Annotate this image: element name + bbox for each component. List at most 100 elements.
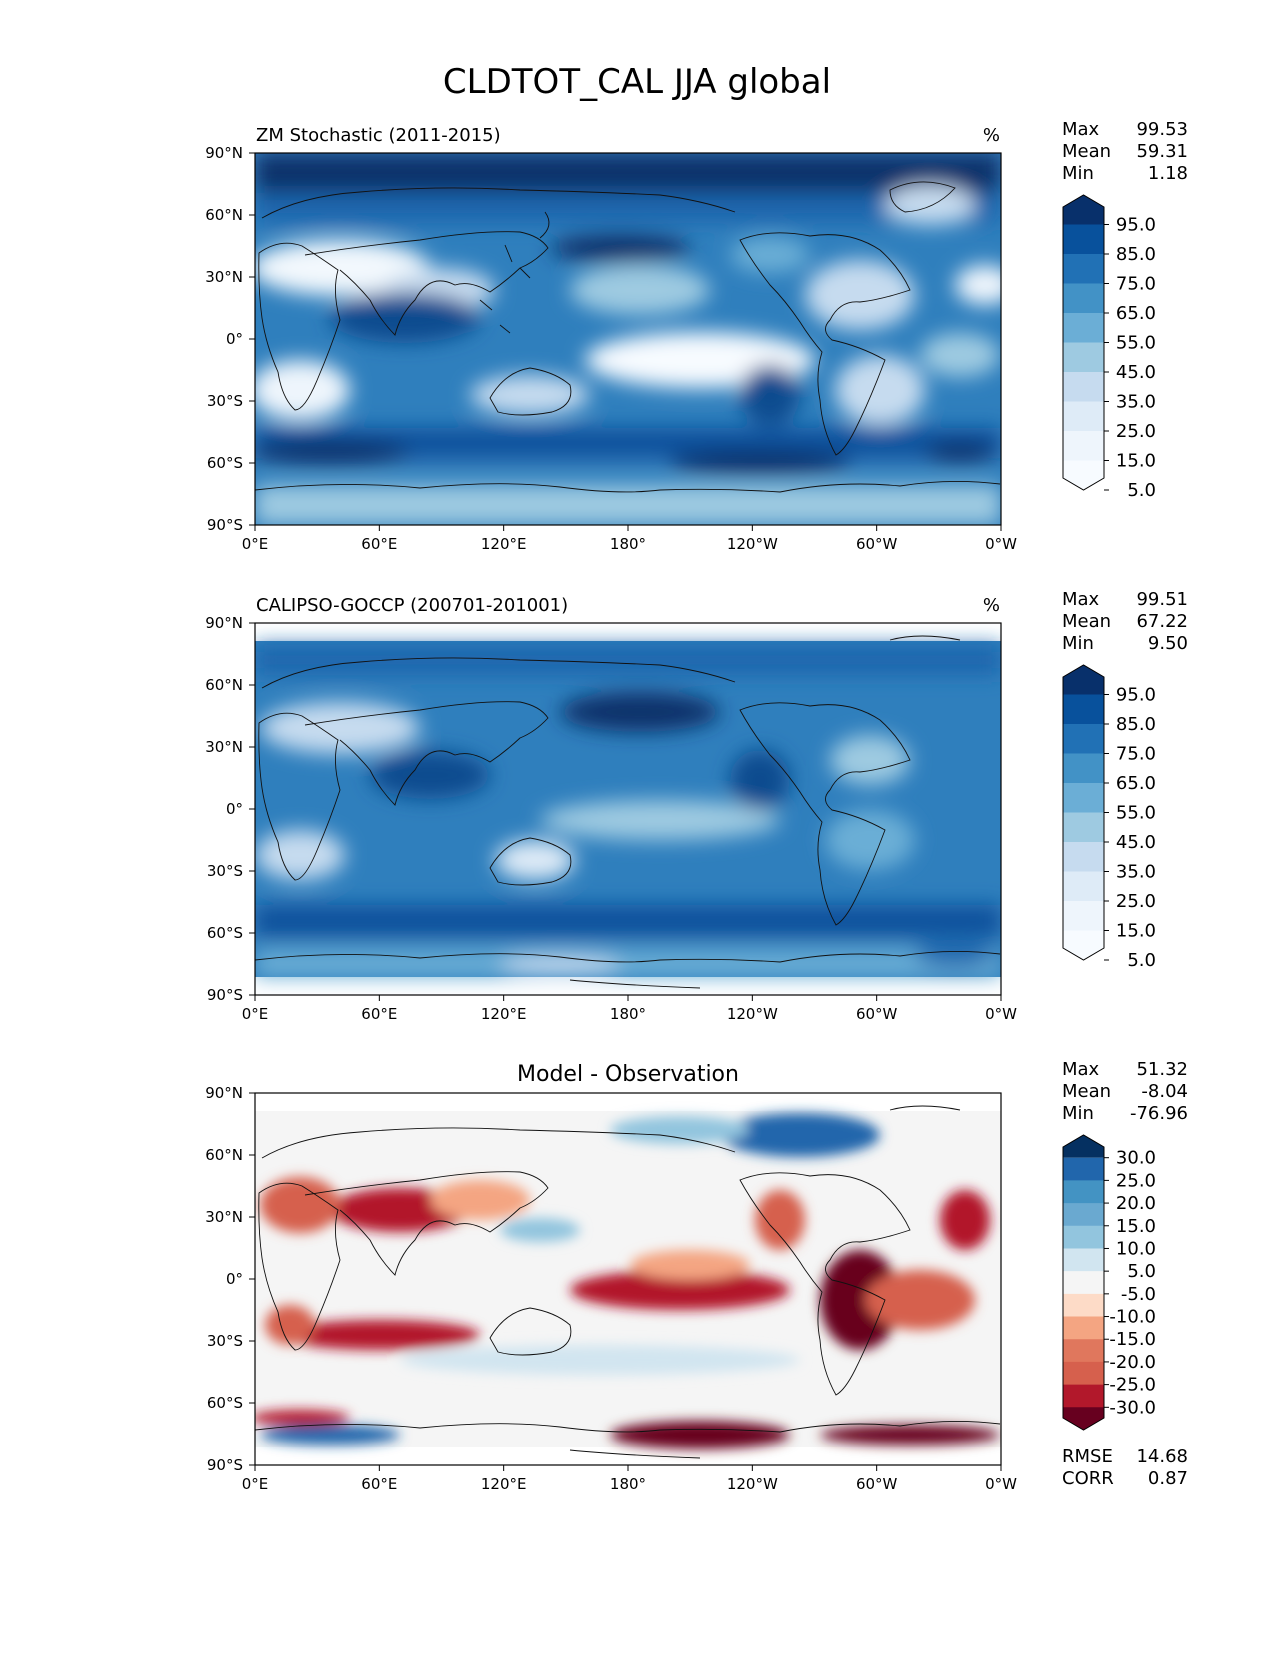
rmse-label: RMSE bbox=[1062, 1446, 1113, 1467]
colorbar-outline bbox=[1062, 1134, 1105, 1431]
colorbar-tick-label: -25.0 bbox=[1109, 1375, 1156, 1396]
lat-tick-label: 0° bbox=[226, 1270, 243, 1288]
coastlines bbox=[254, 635, 1001, 989]
colorbar-tick-label: -30.0 bbox=[1109, 1397, 1156, 1418]
colorbar-band bbox=[1063, 871, 1104, 902]
colorbar-tick-label: 25.0 bbox=[1116, 1170, 1156, 1191]
lat-tick-label: 60°N bbox=[205, 676, 243, 694]
lon-tick-label: 60°W bbox=[856, 1475, 898, 1493]
lat-tick-label: 30°N bbox=[205, 268, 243, 286]
lon-tick-label: 120°W bbox=[727, 1475, 778, 1493]
colorbar: 95.0 85.0 75.0 65.0 55.0 45.0 35.0 25.0 15.0 5.0 bbox=[1062, 664, 1156, 971]
colorbar-band bbox=[1063, 812, 1104, 843]
lat-tick-label: 30°S bbox=[207, 392, 243, 410]
colorbar: 95.0 85.0 75.0 65.0 55.0 45.0 35.0 25.0 15.0 5.0 bbox=[1062, 194, 1156, 501]
colorbar-tick-label: 55.0 bbox=[1116, 803, 1156, 824]
panel-title: ZM Stochastic (2011-2015) bbox=[256, 125, 501, 146]
lon-tick-label: 120°W bbox=[727, 535, 778, 553]
colorbar-tick-label: 15.0 bbox=[1116, 921, 1156, 942]
lon-tick-label: 120°W bbox=[727, 1005, 778, 1023]
colorbar-tick-label: 75.0 bbox=[1116, 744, 1156, 765]
colorbar-band bbox=[1063, 1248, 1104, 1272]
colorbar-tick-label: 15.0 bbox=[1116, 1216, 1156, 1237]
colorbar-band bbox=[1063, 665, 1104, 695]
colorbar-tick-label: 25.0 bbox=[1116, 891, 1156, 912]
colorbar-tick-label: 95.0 bbox=[1116, 215, 1156, 236]
side-difference: Max 51.32 Mean -8.04 Min -76.96 30.025.0… bbox=[1062, 1059, 1188, 1489]
lon-tick-label: 60°W bbox=[856, 535, 898, 553]
colorbar-band bbox=[1063, 1384, 1104, 1408]
lon-tick-label: 0°E bbox=[242, 535, 269, 553]
colorbar-band bbox=[1063, 1293, 1104, 1318]
stat-value: 99.51 bbox=[1136, 589, 1188, 610]
colorbar-tick-label: -5.0 bbox=[1121, 1284, 1156, 1305]
map-axes: 0°E 60°E 120°E 180° 120°W 60°W 0°W 90°N 60°N 30°N… bbox=[205, 614, 1017, 1023]
colorbar-band bbox=[1063, 930, 1104, 960]
corr-value: 0.87 bbox=[1148, 1468, 1188, 1489]
lat-tick-label: 0° bbox=[226, 330, 243, 348]
colorbar-band bbox=[1063, 431, 1104, 462]
stat-label: Max bbox=[1062, 1059, 1100, 1080]
panel-title: CALIPSO-GOCCP (200701-201001) bbox=[256, 595, 568, 616]
map-axes: 0°E 60°E 120°E 180° 120°W 60°W 0°W 90°N 60°N 30°N… bbox=[205, 1084, 1017, 1493]
colorbar-band bbox=[1063, 1203, 1104, 1227]
colorbar-tick-label: 5.0 bbox=[1127, 950, 1156, 971]
stat-label: Max bbox=[1062, 589, 1100, 610]
colorbar-band bbox=[1063, 1316, 1104, 1340]
colorbar-tick-label: 15.0 bbox=[1116, 451, 1156, 472]
lon-tick-label: 0°E bbox=[242, 1475, 269, 1493]
lon-tick-label: 0°E bbox=[242, 1005, 269, 1023]
colorbar-band bbox=[1063, 1157, 1104, 1181]
figure-title: CLDTOT_CAL JJA global bbox=[443, 62, 831, 102]
colorbar-band bbox=[1063, 1339, 1104, 1363]
colorbar-band bbox=[1063, 460, 1104, 490]
colorbar-tick-label: 75.0 bbox=[1116, 274, 1156, 295]
colorbar-band bbox=[1063, 1407, 1104, 1430]
colorbar-tick-label: 55.0 bbox=[1116, 333, 1156, 354]
rmse-value: 14.68 bbox=[1136, 1446, 1188, 1467]
colorbar-band bbox=[1063, 694, 1104, 725]
map-axes: 0°E 60°E 120°E 180° 120°W 60°W 0°W 90°N 60°N 30°N… bbox=[205, 144, 1017, 553]
lon-tick-label: 60°E bbox=[361, 535, 397, 553]
lat-tick-label: 60°S bbox=[207, 1394, 243, 1412]
stat-value: 67.22 bbox=[1136, 611, 1188, 632]
stat-label: Mean bbox=[1062, 1081, 1111, 1102]
map-field bbox=[255, 623, 1001, 995]
colorbar-band bbox=[1063, 783, 1104, 814]
lon-tick-label: 120°E bbox=[481, 535, 527, 553]
lon-tick-label: 60°E bbox=[361, 1475, 397, 1493]
panel-units: % bbox=[983, 125, 1000, 146]
panel-difference: Model - Observation bbox=[205, 1062, 1017, 1493]
colorbar-tick-label: 25.0 bbox=[1116, 421, 1156, 442]
colorbar-band bbox=[1063, 342, 1104, 373]
lat-tick-label: 90°S bbox=[207, 516, 243, 534]
colorbar-tick-label: -15.0 bbox=[1109, 1329, 1156, 1350]
lat-tick-label: 90°S bbox=[207, 1456, 243, 1474]
colorbar-band bbox=[1063, 313, 1104, 344]
panel-title: Model - Observation bbox=[517, 1062, 739, 1087]
stat-label: Mean bbox=[1062, 611, 1111, 632]
lat-tick-label: 30°S bbox=[207, 1332, 243, 1350]
lon-tick-label: 120°E bbox=[481, 1475, 527, 1493]
lon-tick-label: 60°W bbox=[856, 1005, 898, 1023]
panel-observation: CALIPSO-GOCCP (200701-201001) % bbox=[205, 595, 1017, 1023]
colorbar-band bbox=[1063, 1135, 1104, 1158]
colorbar-band bbox=[1063, 842, 1104, 873]
stat-label: Mean bbox=[1062, 141, 1111, 162]
lat-tick-label: 90°S bbox=[207, 986, 243, 1004]
lon-tick-label: 180° bbox=[610, 535, 646, 553]
stat-label: Max bbox=[1062, 119, 1100, 140]
colorbar-tick-label: -10.0 bbox=[1109, 1307, 1156, 1328]
side-observation: Max 99.51 Mean 67.22 Min 9.50 95.0 85.0 75… bbox=[1062, 589, 1188, 971]
lat-tick-label: 30°N bbox=[205, 1208, 243, 1226]
colorbar-band bbox=[1063, 254, 1104, 285]
lat-tick-label: 30°N bbox=[205, 738, 243, 756]
colorbar-tick-label: 65.0 bbox=[1116, 303, 1156, 324]
colorbar-tick-label: 20.0 bbox=[1116, 1193, 1156, 1214]
colorbar-tick-label: 45.0 bbox=[1116, 832, 1156, 853]
colorbar-band bbox=[1063, 1271, 1104, 1295]
lat-tick-label: 60°N bbox=[205, 206, 243, 224]
colorbar-band bbox=[1063, 724, 1104, 755]
stat-value: 99.53 bbox=[1136, 119, 1188, 140]
